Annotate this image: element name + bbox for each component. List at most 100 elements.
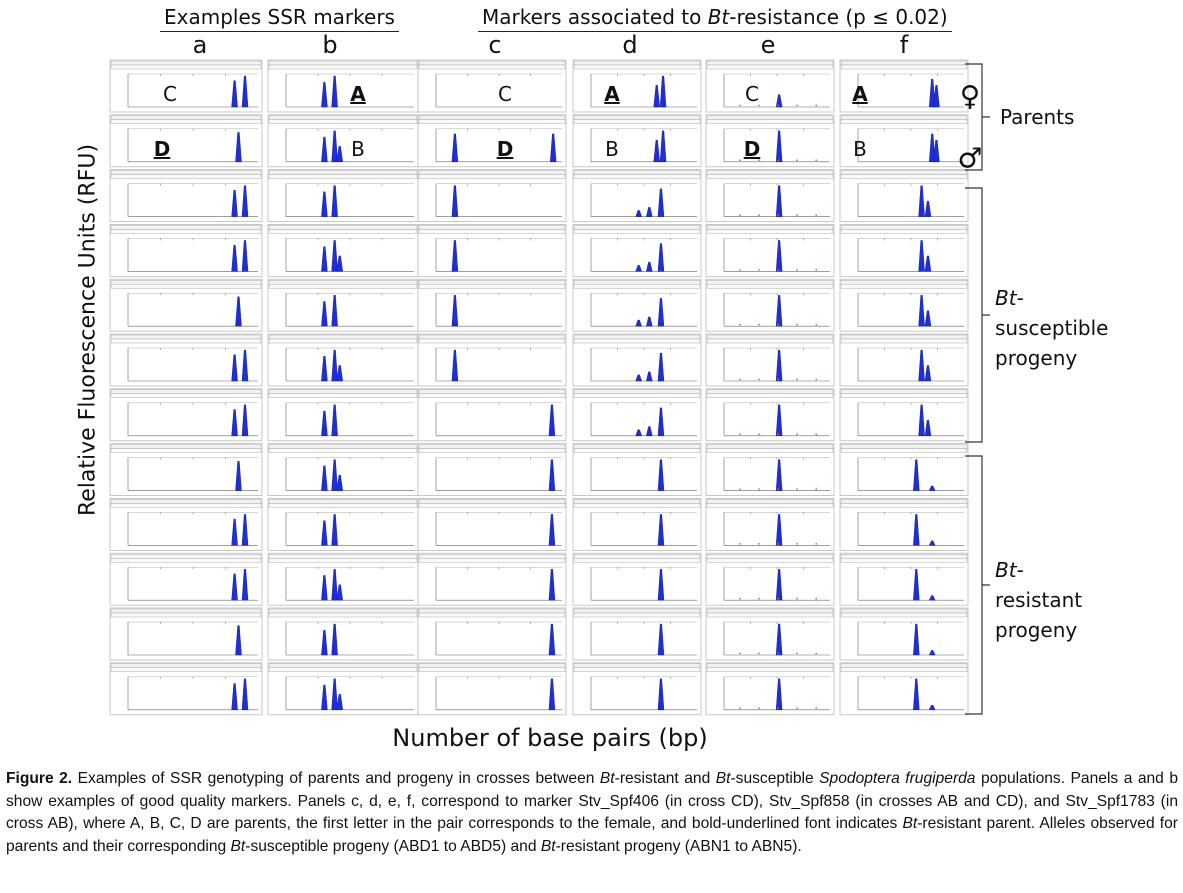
peak bbox=[321, 630, 328, 656]
noise-dot bbox=[758, 597, 760, 600]
text-segment: -resistant progeny (ABN1 to ABN5). bbox=[555, 837, 802, 855]
peak bbox=[918, 404, 925, 436]
panel-header bbox=[110, 115, 262, 121]
right-title: Markers associated to Bt-resistance (p ≤… bbox=[478, 5, 952, 32]
peak bbox=[331, 459, 338, 491]
noise-dot bbox=[796, 543, 799, 545]
peak bbox=[775, 130, 783, 162]
panel-header bbox=[573, 393, 701, 398]
noise-dot bbox=[815, 652, 818, 655]
panel-header bbox=[110, 393, 262, 398]
peak bbox=[241, 569, 249, 601]
peak bbox=[933, 139, 940, 162]
peak bbox=[331, 404, 338, 436]
parent-letter: B bbox=[605, 136, 619, 161]
noise-dot bbox=[758, 159, 760, 162]
peak bbox=[231, 80, 238, 108]
panel-header bbox=[268, 389, 418, 394]
peak bbox=[635, 429, 642, 436]
noise-dot bbox=[796, 323, 799, 326]
panel-header bbox=[840, 448, 968, 453]
peak bbox=[646, 371, 653, 382]
noise-dot bbox=[777, 543, 779, 545]
panel-header bbox=[418, 444, 566, 449]
peak bbox=[646, 261, 653, 272]
panel-header bbox=[268, 558, 418, 563]
panel-header bbox=[268, 608, 418, 614]
noise-dot bbox=[815, 214, 818, 217]
peak bbox=[646, 316, 653, 327]
noise-dot bbox=[796, 104, 799, 107]
peak bbox=[321, 520, 328, 546]
peak bbox=[331, 349, 338, 382]
peak bbox=[331, 130, 338, 162]
peak bbox=[336, 694, 343, 710]
panel-header bbox=[268, 280, 418, 285]
peak bbox=[336, 255, 343, 272]
panel-header bbox=[418, 60, 566, 66]
peak bbox=[336, 474, 343, 491]
label-line: Bt- bbox=[995, 555, 1082, 585]
panel-header bbox=[268, 393, 418, 398]
peak bbox=[924, 255, 932, 272]
panel-header bbox=[573, 667, 701, 672]
panel-header bbox=[418, 608, 566, 614]
noise-dot bbox=[815, 597, 818, 600]
noise-dot bbox=[739, 323, 741, 326]
peak bbox=[924, 200, 932, 217]
panel-header bbox=[110, 225, 262, 230]
text-segment: Figure 2. bbox=[6, 770, 73, 787]
noise-dot bbox=[796, 652, 799, 655]
panel-header bbox=[706, 284, 834, 289]
peak bbox=[928, 595, 936, 601]
peak bbox=[451, 295, 459, 327]
peak bbox=[331, 240, 338, 272]
peak bbox=[331, 295, 338, 327]
peak bbox=[451, 240, 459, 272]
column-letter: c bbox=[488, 31, 502, 59]
panel-header bbox=[573, 284, 701, 289]
noise-dot bbox=[758, 488, 760, 490]
panel-header bbox=[706, 225, 834, 230]
noise-dot bbox=[815, 378, 818, 381]
peak bbox=[924, 420, 932, 436]
text-segment: Markers associated to bbox=[482, 5, 708, 29]
noise-dot bbox=[739, 433, 741, 436]
noise-dot bbox=[777, 323, 779, 326]
peak bbox=[336, 365, 343, 382]
panel-header bbox=[840, 444, 968, 449]
panel-header bbox=[268, 554, 418, 559]
peak bbox=[231, 354, 238, 382]
panel-header bbox=[840, 280, 968, 285]
panel-header bbox=[110, 170, 262, 175]
panel-header bbox=[110, 284, 262, 289]
panel-header bbox=[840, 558, 968, 563]
panel-header bbox=[418, 663, 566, 668]
peak bbox=[331, 569, 338, 601]
noise-dot bbox=[796, 269, 799, 271]
panel-header bbox=[573, 225, 701, 230]
panel-header bbox=[418, 393, 566, 398]
parent-letter: C bbox=[498, 82, 512, 106]
noise-dot bbox=[739, 378, 741, 381]
peak bbox=[659, 75, 667, 108]
female-symbol: ♀ bbox=[959, 79, 981, 113]
text-segment: - bbox=[1016, 558, 1024, 582]
panel-header bbox=[268, 174, 418, 179]
noise-dot bbox=[796, 159, 799, 162]
noise-dot bbox=[739, 652, 741, 655]
panel-header bbox=[706, 444, 834, 449]
panel-header bbox=[110, 503, 262, 508]
text-segment: Bt bbox=[540, 837, 556, 855]
panel-header bbox=[706, 612, 834, 618]
peak bbox=[657, 407, 665, 436]
peak bbox=[336, 584, 343, 601]
parent-letter: D bbox=[153, 136, 171, 161]
peak bbox=[331, 623, 338, 656]
panel-header bbox=[110, 554, 262, 559]
noise-dot bbox=[758, 707, 760, 710]
column-letter: b bbox=[322, 31, 338, 59]
peak bbox=[653, 139, 660, 162]
peak bbox=[918, 295, 925, 327]
